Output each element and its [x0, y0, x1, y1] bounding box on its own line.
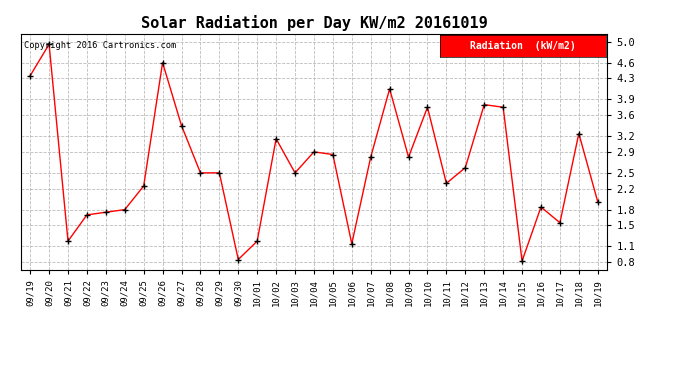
- Title: Solar Radiation per Day KW/m2 20161019: Solar Radiation per Day KW/m2 20161019: [141, 15, 487, 31]
- Text: Copyright 2016 Cartronics.com: Copyright 2016 Cartronics.com: [23, 41, 176, 50]
